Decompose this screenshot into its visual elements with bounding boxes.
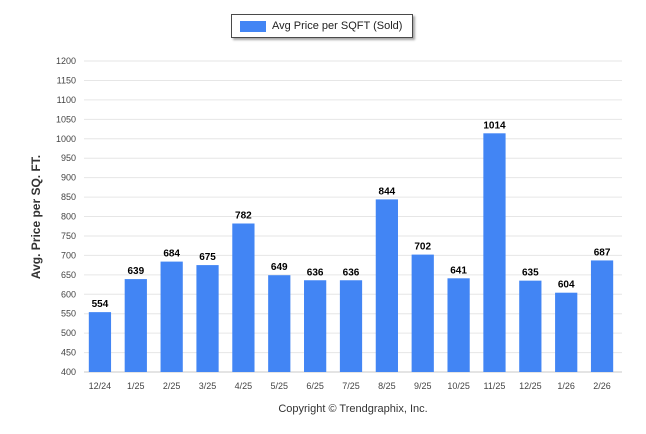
x-tick-label: 3/25 <box>199 381 217 391</box>
bar <box>339 280 363 372</box>
data-label: 641 <box>450 265 467 276</box>
x-tick-label: 9/25 <box>414 381 432 391</box>
x-tick-label: 10/25 <box>447 381 470 391</box>
x-tick-label: 8/25 <box>378 381 396 391</box>
y-axis-title: Avg. Price per SQ. FT. <box>29 155 43 279</box>
x-tick-label: 12/25 <box>519 381 542 391</box>
y-tick-label: 1050 <box>56 114 76 124</box>
y-tick-label: 950 <box>61 153 76 163</box>
data-label: 639 <box>127 266 144 277</box>
bar <box>483 133 506 372</box>
y-axis-ticks: 400 450 500 550 600 650 700 750 800 850 900 950 1000… <box>56 56 76 377</box>
x-tick-label: 7/25 <box>342 381 360 391</box>
y-tick-label: 750 <box>61 231 76 241</box>
data-label: 675 <box>199 252 216 263</box>
data-label: 1014 <box>483 120 506 131</box>
y-tick-label: 1100 <box>57 95 76 105</box>
bar <box>555 292 578 372</box>
bar <box>88 312 112 372</box>
bar <box>447 278 470 372</box>
y-tick-label: 700 <box>61 250 76 260</box>
data-label: 687 <box>594 247 611 258</box>
x-tick-label: 6/25 <box>306 381 324 391</box>
bar <box>411 254 434 372</box>
data-label: 684 <box>163 249 180 260</box>
y-tick-label: 850 <box>61 192 76 202</box>
bar <box>232 223 255 372</box>
y-tick-label: 900 <box>61 173 76 183</box>
x-tick-label: 1/26 <box>557 381 575 391</box>
data-label: 636 <box>307 267 324 278</box>
y-tick-label: 550 <box>61 309 76 319</box>
data-label: 844 <box>379 186 396 197</box>
data-label: 782 <box>235 210 252 221</box>
x-tick-label: 5/25 <box>271 381 289 391</box>
y-tick-label: 500 <box>61 328 76 338</box>
y-tick-label: 1150 <box>57 75 76 85</box>
data-label: 649 <box>271 262 288 273</box>
legend-swatch <box>240 20 266 32</box>
y-tick-label: 600 <box>61 289 76 299</box>
data-label: 554 <box>92 299 109 310</box>
bars <box>88 133 614 372</box>
x-tick-label: 2/25 <box>163 381 181 391</box>
y-tick-label: 800 <box>61 212 76 222</box>
data-label: 702 <box>414 242 431 253</box>
data-label: 636 <box>343 267 360 278</box>
y-tick-label: 400 <box>61 367 76 377</box>
x-axis-ticks: 12/24 1/25 2/25 3/25 4/25 5/25 6/25 7/25 8/25 9/2… <box>89 381 611 391</box>
data-label: 635 <box>522 268 539 279</box>
bar <box>590 260 614 372</box>
y-tick-label: 1200 <box>56 56 76 66</box>
bar <box>160 261 183 372</box>
data-labels: 554 639 684 675 782 649 636 636 844 702 641 1014 635… <box>92 120 611 310</box>
y-tick-label: 650 <box>61 270 76 280</box>
legend: Avg Price per SQFT (Sold) <box>231 14 413 38</box>
y-tick-label: 450 <box>61 348 76 358</box>
x-tick-label: 12/24 <box>89 381 112 391</box>
bar <box>196 265 219 372</box>
legend-label: Avg Price per SQFT (Sold) <box>272 20 403 32</box>
x-tick-label: 1/25 <box>127 381 145 391</box>
bar <box>268 275 291 372</box>
copyright-footer: Copyright © Trendgraphix, Inc. <box>278 403 427 415</box>
x-tick-label: 4/25 <box>235 381 253 391</box>
bar <box>519 280 542 372</box>
bar <box>124 279 147 372</box>
x-tick-label: 2/26 <box>593 381 611 391</box>
bar <box>375 199 398 372</box>
y-tick-label: 1000 <box>56 134 76 144</box>
x-tick-label: 11/25 <box>484 381 506 391</box>
bar <box>304 280 327 372</box>
data-label: 604 <box>558 280 575 291</box>
